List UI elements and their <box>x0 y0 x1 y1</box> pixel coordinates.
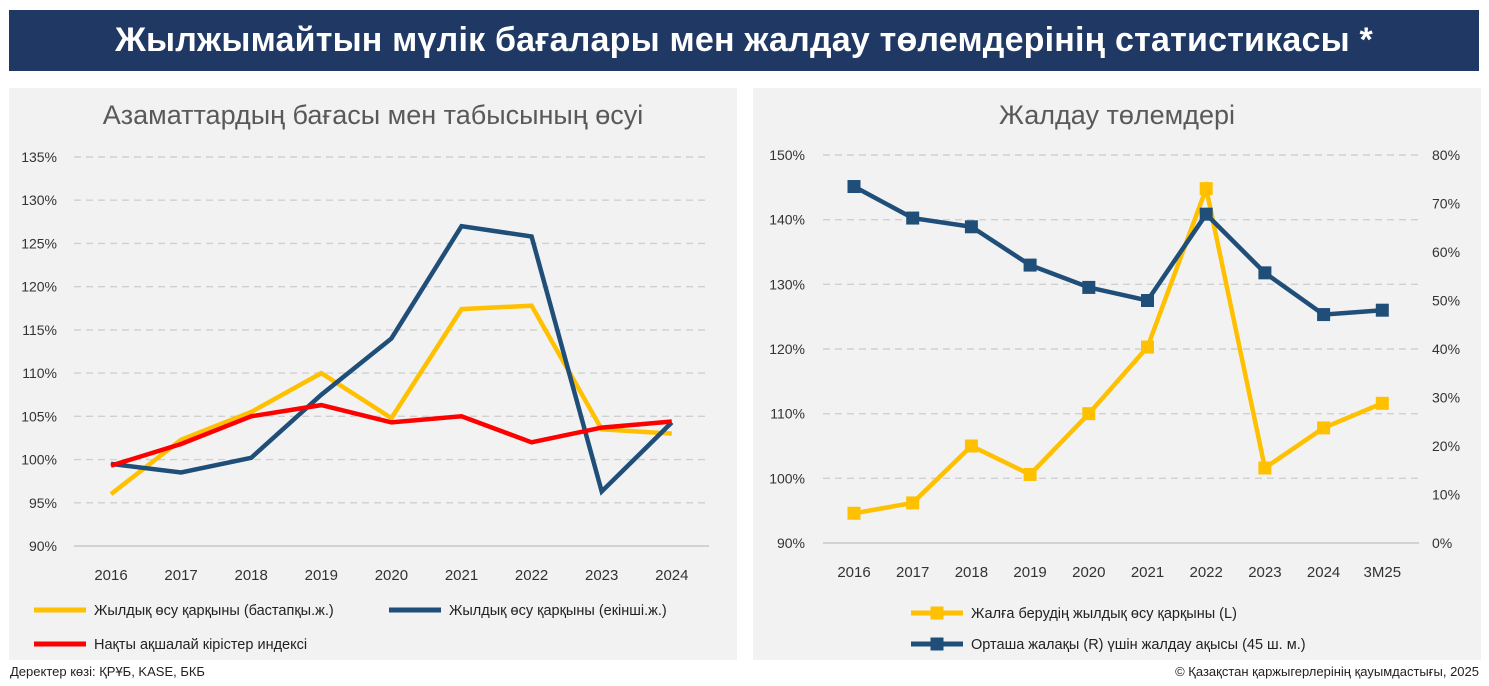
y-right-tick-label: 80% <box>1432 147 1460 163</box>
rent-payments-chart: Жалдау төлемдері 90% 100% 110% 120% 130% 140% 1… <box>769 100 1460 653</box>
legend-marker <box>930 606 944 620</box>
y-right-tick-label: 10% <box>1432 487 1460 503</box>
series-line-1 <box>853 180 1384 516</box>
series-line-1 <box>109 303 672 496</box>
x-tick-label: 2023 <box>585 567 618 584</box>
income-growth-chart: Азаматтардың бағасы мен табысының өсуі 90… <box>21 100 709 653</box>
x-tick-label: 2020 <box>1072 564 1105 581</box>
series-2-marker <box>1141 294 1154 307</box>
legend-label: Жалға берудің жылдық өсу қарқыны (L) <box>971 606 1237 622</box>
y-left-tick-label: 150% <box>769 147 805 163</box>
series-2-marker <box>1023 258 1037 272</box>
x-tick-label: 2019 <box>1013 564 1046 581</box>
legend-label: Нақты ақшалай кірістер индексі <box>94 637 307 653</box>
x-tick-label: 2016 <box>837 564 870 581</box>
x-tick-label: 2024 <box>655 567 688 584</box>
y-left-tick-label: 140% <box>769 212 805 228</box>
y-left-tick-label: 90% <box>777 535 805 551</box>
x-tick-label: 2017 <box>164 567 197 584</box>
y-right-tick-label: 0% <box>1432 535 1452 551</box>
y-right-tick-label: 20% <box>1432 438 1460 454</box>
y-left-tick-label: 100% <box>769 470 805 486</box>
y-tick-label: 100% <box>21 452 57 468</box>
y-right-tick-label: 70% <box>1432 196 1460 212</box>
x-tick-label: 2020 <box>375 567 408 584</box>
chart-title: Жалдау төлемдері <box>999 100 1235 130</box>
y-tick-label: 125% <box>21 235 57 251</box>
series-line-3 <box>110 402 672 468</box>
series-2-marker <box>1317 308 1331 322</box>
series-2-marker <box>964 220 978 234</box>
right-chart-panel: Жалдау төлемдері 90% 100% 110% 120% 130% 140% 1… <box>753 88 1481 660</box>
series-2-marker <box>906 211 920 225</box>
x-tick-label: 2018 <box>235 567 268 584</box>
x-tick-label: 2022 <box>1190 564 1223 581</box>
y-left-tick-label: 110% <box>770 406 805 422</box>
series-line-2 <box>110 223 674 496</box>
series-1-marker <box>906 496 920 510</box>
y-tick-label: 110% <box>22 365 57 381</box>
x-tick-label: 2021 <box>1131 564 1164 581</box>
x-tick-label: 2024 <box>1307 564 1340 581</box>
series-1-marker <box>1258 461 1272 475</box>
x-tick-label: 2023 <box>1248 564 1281 581</box>
series-1-marker <box>1317 421 1331 435</box>
x-tick-label: 3M25 <box>1364 564 1402 581</box>
data-source-note: Деректер көзі: ҚРҰБ, KASE, БКБ <box>10 664 205 679</box>
y-tick-label: 90% <box>29 538 57 554</box>
page-title: Жылжымайтын мүлік бағалары мен жалдау тө… <box>115 21 1373 59</box>
x-tick-label: 2022 <box>515 567 548 584</box>
y-right-tick-label: 50% <box>1432 293 1460 309</box>
y-tick-label: 105% <box>21 408 57 424</box>
series-1-marker <box>1375 396 1389 410</box>
x-tick-label: 2019 <box>305 567 338 584</box>
left-chart-panel: Азаматтардың бағасы мен табысының өсуі 90… <box>9 88 737 660</box>
legend-label: Жылдық өсу қарқыны (бастапқы.ж.) <box>94 603 334 619</box>
x-tick-label: 2018 <box>955 564 988 581</box>
series-line-2 <box>852 184 1383 317</box>
y-left-tick-label: 130% <box>769 276 805 292</box>
series-1-marker <box>847 506 861 520</box>
series-2-marker <box>1082 280 1096 294</box>
copyright-note: © Қазақстан қаржыгерлерінің қауымдастығы… <box>1175 664 1479 679</box>
x-tick-label: 2021 <box>445 567 478 584</box>
y-right-tick-label: 30% <box>1432 390 1460 406</box>
y-tick-label: 95% <box>29 495 57 511</box>
series-1-marker <box>1141 340 1154 354</box>
y-right-tick-label: 40% <box>1432 341 1460 357</box>
series-1-marker <box>1082 407 1096 421</box>
x-tick-label: 2017 <box>896 564 929 581</box>
y-right-tick-label: 60% <box>1432 244 1460 260</box>
y-left-tick-label: 120% <box>769 341 805 357</box>
series-2-marker <box>1375 303 1389 317</box>
series-1-marker <box>1023 467 1037 481</box>
legend-marker <box>930 637 944 651</box>
series-2-marker <box>1258 266 1272 280</box>
y-tick-label: 120% <box>21 279 57 295</box>
legend-label: Орташа жалақы (R) үшін жалдау ақысы (45 … <box>971 637 1306 653</box>
y-tick-label: 130% <box>21 192 57 208</box>
series-2-marker <box>847 180 861 194</box>
y-tick-label: 115% <box>22 322 57 338</box>
x-tick-label: 2016 <box>94 567 127 584</box>
series-1-marker <box>964 439 978 453</box>
legend-label: Жылдық өсу қарқыны (екінші.ж.) <box>449 603 667 619</box>
page-title-banner: Жылжымайтын мүлік бағалары мен жалдау тө… <box>9 10 1479 71</box>
y-tick-label: 135% <box>21 149 57 165</box>
series-1-marker <box>1199 182 1213 196</box>
chart-title: Азаматтардың бағасы мен табысының өсуі <box>103 100 644 130</box>
series-2-marker <box>1199 207 1213 221</box>
